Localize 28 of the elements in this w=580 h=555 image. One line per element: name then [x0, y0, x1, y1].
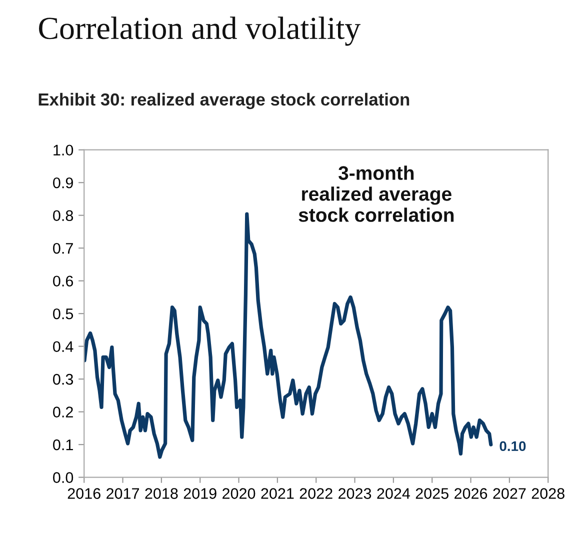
annotation: 0.10: [500, 441, 526, 452]
y-tick-label: 0.7: [53, 242, 73, 254]
x-tick-label: 2016: [68, 488, 100, 499]
x-tick-label: 2025: [416, 488, 448, 499]
y-tick-label: 1.0: [54, 144, 74, 156]
y-tick-label: 0.3: [53, 374, 74, 385]
x-tick-label: 2026: [454, 488, 488, 499]
y-tick-label: 0.4: [53, 341, 74, 352]
x-tick-label: 2017: [106, 488, 139, 499]
y-tick-label: 0.8: [53, 210, 74, 222]
y-tick-label: 0.5: [53, 308, 74, 320]
chart-subtitle: Exhibit 30: realized average stock correlation: [38, 92, 410, 110]
x-tick-label: 2022: [300, 488, 332, 499]
chart-title: Correlation and volatility: [39, 16, 360, 46]
y-tick-label: 0.1: [53, 439, 73, 450]
x-tick-label: 2018: [145, 488, 178, 499]
y-tick-label: 0.9: [53, 177, 73, 188]
y-tick-label: 0.6: [53, 276, 74, 287]
x-tick-label: 2023: [338, 488, 372, 499]
x-tick-label: 2027: [493, 488, 526, 499]
x-tick-label: 2020: [222, 488, 256, 499]
x-tick-label: 2024: [377, 488, 410, 499]
x-tick-label: 2028: [532, 488, 564, 499]
x-tick-label: 2019: [184, 488, 216, 499]
y-tick-label: 0.2: [53, 406, 73, 418]
x-tick-label: 2021: [261, 488, 294, 499]
y-tick-label: 0.0: [53, 472, 74, 483]
annotation: 3-month realized average stock correlation: [298, 166, 454, 222]
